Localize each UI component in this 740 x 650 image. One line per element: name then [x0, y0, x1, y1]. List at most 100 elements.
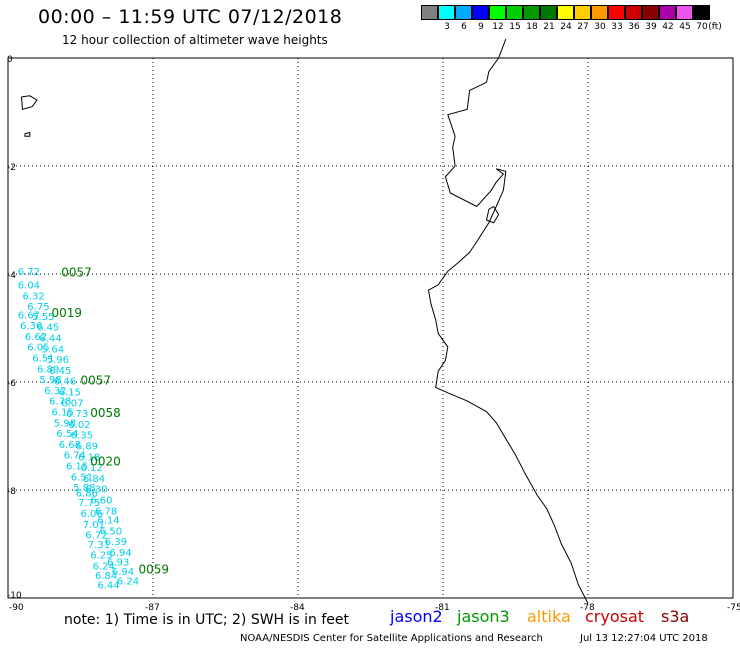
- swh-value-label: 6.78: [95, 506, 117, 517]
- swh-value-label: 6.72: [18, 267, 40, 278]
- lon-tick-label: -84: [290, 603, 305, 613]
- swh-value-label: 6.94: [112, 567, 134, 578]
- lat-tick-label: -8: [7, 487, 16, 497]
- legend-swatch: [608, 5, 625, 20]
- swh-value-label: 6.44: [97, 580, 119, 591]
- legend-swatch: [557, 5, 574, 20]
- swh-value-label: 6.46: [54, 377, 76, 388]
- swh-value-label: 6.67: [18, 310, 40, 321]
- pass-time-label: 0058: [90, 406, 121, 420]
- lon-tick-label: -78: [580, 603, 595, 613]
- swh-value-label: 6.24: [93, 561, 115, 572]
- legend-label: 18: [526, 22, 538, 32]
- legend-swatch: [659, 5, 676, 20]
- legend-swatch: [472, 5, 489, 20]
- lat-tick-label: -10: [7, 591, 22, 601]
- swh-value-label: 5.64: [42, 344, 64, 355]
- swh-value-label: 6.24: [117, 577, 139, 588]
- credit-text: NOAA/NESDIS Center for Satellite Applica…: [240, 633, 543, 644]
- swh-value-label: 6.35: [71, 431, 93, 442]
- swh-value-label: 6.36: [20, 321, 42, 332]
- swh-value-label: 6.74: [64, 451, 86, 462]
- swh-value-label: 6.89: [76, 442, 98, 453]
- legend-swatch: [540, 5, 557, 20]
- legend-label: 45: [679, 22, 691, 32]
- legend-swatch: [506, 5, 523, 20]
- swh-value-label: 6.44: [39, 334, 61, 345]
- lon-tick-label: -81: [435, 603, 450, 613]
- generated-timestamp: Jul 13 12:27:04 UTC 2018: [580, 633, 708, 644]
- swh-value-label: 5.55: [32, 312, 54, 323]
- swh-value-label: 6.62: [25, 332, 47, 343]
- legend-swatch: [625, 5, 642, 20]
- legend-swatch: [693, 5, 710, 20]
- swh-labels: 6.726.046.326.756.675.556.366.456.626.44…: [18, 267, 139, 591]
- legend-swatch: [591, 5, 608, 20]
- satellite-name-jason3: jason3: [457, 607, 510, 626]
- legend-swatch: [489, 5, 506, 20]
- map-title: 00:00 – 11:59 UTC 07/12/2018: [38, 6, 343, 28]
- swh-value-label: 7.75: [78, 498, 100, 509]
- swh-value-label: 6.02: [68, 420, 90, 431]
- legend-swatch: [438, 5, 455, 20]
- legend-label: 70: [696, 22, 708, 32]
- map-grid: [7, 57, 734, 599]
- island-coast: [21, 95, 38, 110]
- swh-value-label: 6.68: [59, 440, 81, 451]
- pass-time-labels: 0057 0019 0057 0058 0020 0059: [52, 266, 170, 577]
- legend-label: 21: [543, 22, 555, 32]
- swh-value-label: 6.25: [90, 551, 112, 562]
- legend-label: 6: [461, 22, 467, 32]
- satellite-name-altika: altika: [527, 607, 571, 626]
- legend-label: 30: [594, 22, 606, 32]
- legend-label: 42: [662, 22, 674, 32]
- swh-value-label: 6.86: [76, 489, 98, 500]
- swh-value-label: 5.96: [47, 355, 69, 366]
- satellite-name-cryosat: cryosat: [585, 607, 645, 626]
- swh-value-label: 7.01: [83, 520, 105, 531]
- swh-value-label: 6.45: [37, 323, 59, 334]
- swh-value-label: 6.51: [32, 354, 54, 365]
- swh-value-label: 6.84: [95, 571, 117, 582]
- swh-value-label: 6.78: [49, 397, 71, 408]
- island-coast: [485, 205, 500, 224]
- pass-time-label: 0057: [81, 374, 112, 388]
- map-frame: [7, 57, 734, 599]
- island-coast: [24, 131, 31, 137]
- legend-swatch: [455, 5, 472, 20]
- swh-value-label: 6.05: [27, 343, 49, 354]
- legend-unit: (ft): [708, 22, 722, 32]
- legend-swatch: [574, 5, 591, 20]
- swh-value-label: 6.32: [44, 386, 66, 397]
- swh-value-label: 6.30: [85, 485, 107, 496]
- swh-value-label: 6.60: [90, 496, 112, 507]
- swh-value-label: 7.31: [88, 540, 110, 551]
- swh-value-label: 6.75: [27, 302, 49, 313]
- lon-tick-label: -87: [145, 603, 160, 613]
- swh-value-label: 6.51: [71, 472, 93, 483]
- swh-value-label: 6.15: [52, 408, 74, 419]
- satellite-name-s3a: s3a: [661, 607, 690, 626]
- swh-value-label: 5.98: [39, 375, 61, 386]
- swh-value-label: 6.06: [81, 509, 103, 520]
- lon-tick-label: -75: [727, 603, 740, 613]
- footer-note: note: 1) Time is in UTC; 2) SWH is in fe…: [64, 612, 350, 628]
- legend-label: 33: [611, 22, 623, 32]
- legend-swatch: [421, 5, 438, 20]
- mainland-coast: [427, 38, 589, 604]
- pass-time-label: 0059: [139, 563, 170, 577]
- swh-value-label: 5.98: [54, 418, 76, 429]
- swh-value-label: 6.84: [83, 474, 105, 485]
- legend-label: 9: [478, 22, 484, 32]
- swh-value-label: 6.73: [66, 409, 88, 420]
- lat-tick-label: -4: [7, 271, 16, 281]
- legend-label: 39: [645, 22, 657, 32]
- swh-value-label: 6.15: [59, 388, 81, 399]
- swh-value-label: 6.54: [56, 429, 78, 440]
- legend-swatch: [642, 5, 659, 20]
- swh-value-label: 6.15: [66, 462, 88, 473]
- satellite-name-jason2: jason2: [390, 607, 443, 626]
- legend-label: 12: [492, 22, 504, 32]
- legend-swatch: [676, 5, 693, 20]
